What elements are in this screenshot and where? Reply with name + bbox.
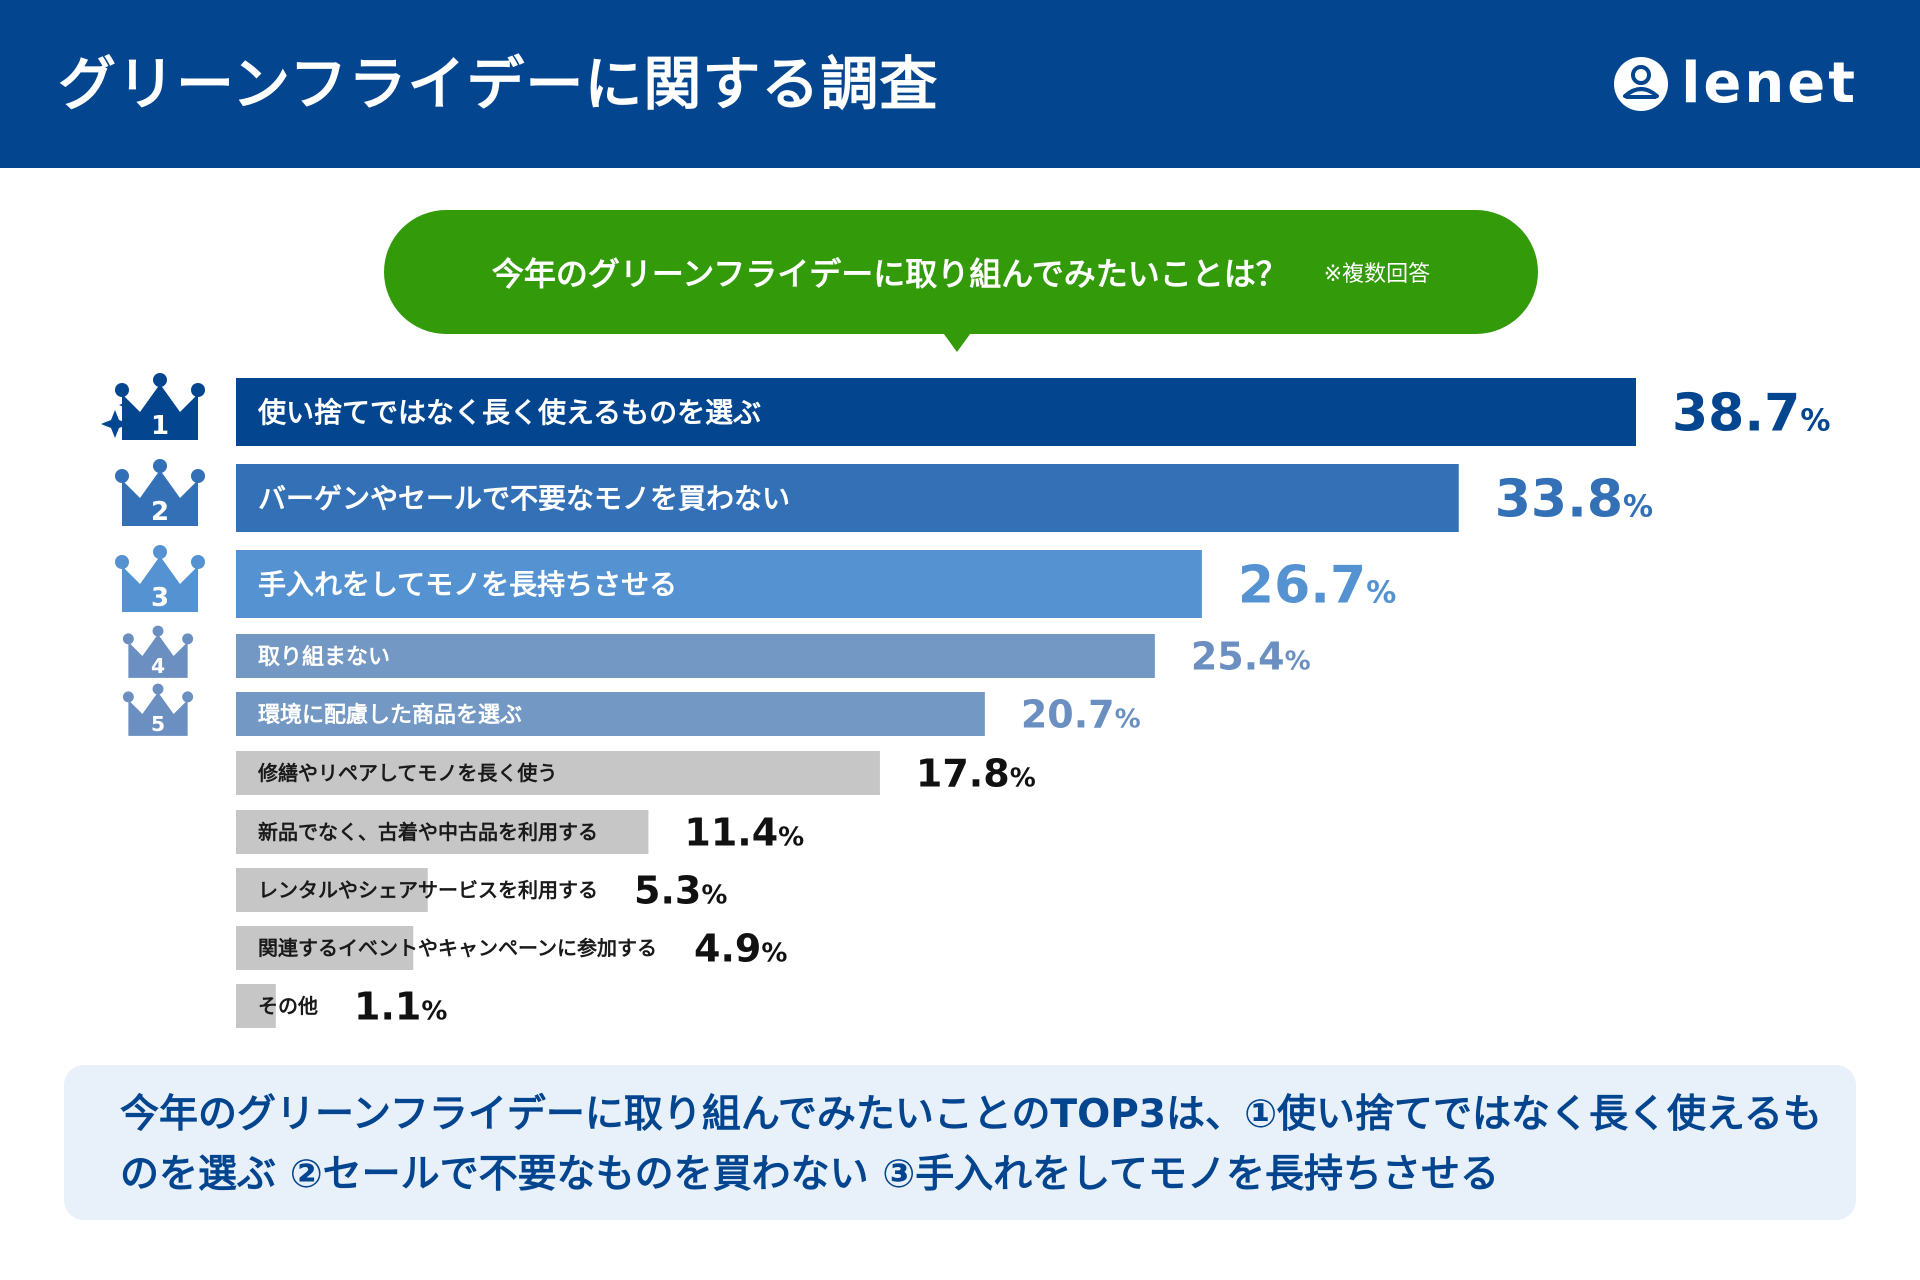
bar [236,634,1155,678]
crown-jewel [115,469,129,483]
bar [236,692,985,736]
crown-jewel [115,555,129,569]
bar-label: 使い捨てではなく長く使えるものを選ぶ [257,396,761,429]
rank-number: 3 [151,583,169,613]
bar [236,868,428,912]
crown-icon [128,634,188,678]
crown-jewel [122,633,134,645]
sparkle-icon [101,410,129,438]
crown-jewel [115,383,129,397]
data-label: 33.8% [1495,470,1653,530]
logo-wordmark: lenet [1681,51,1858,116]
data-label: 38.7% [1672,384,1830,444]
bar-label: バーゲンやセールで不要なモノを買わない [258,482,790,515]
crown-jewel [152,625,164,637]
crown-jewel [191,555,205,569]
rank-number: 5 [151,712,165,736]
summary-box: 今年のグリーンフライデーに取り組んでみたいことのTOP3は、①使い捨てではなく長… [64,1065,1856,1220]
question-bubble: 今年のグリーンフライデーに取り組んでみたいことは？ ※複数回答 [384,210,1538,334]
crown-jewel [153,459,167,473]
rank-number: 4 [151,654,165,678]
crown-jewel [182,691,194,703]
crown-jewel [153,545,167,559]
crown-icon [128,692,188,736]
bar [236,550,1202,618]
data-label: 1.1% [354,985,447,1029]
bar [236,751,880,795]
bar-label: 修繕やリペアしてモノを長く使う [257,761,557,785]
data-label: 5.3% [634,869,727,913]
crown-icon [122,384,198,440]
bar [236,984,276,1028]
crown-icon [122,556,198,612]
bar [236,378,1636,446]
data-label: 11.4% [684,811,804,855]
summary-text: 今年のグリーンフライデーに取り組んでみたいことのTOP3は、①使い捨てではなく長… [120,1092,1822,1197]
sparkle-icon [119,398,133,412]
bar-label: 取り組まない [258,644,390,670]
bar-label: その他 [258,994,318,1018]
crown-jewel [122,691,134,703]
bar-label: 新品でなく、古着や中古品を利用する [258,820,598,844]
crown-icon [122,470,198,526]
data-label: 4.9% [694,927,787,971]
bar-label: レンタルやシェアサービスを利用する [258,878,598,902]
bar-label: 手入れをしてモノを長持ちさせる [258,568,677,601]
bar [236,464,1459,532]
bar-label: 環境に配慮した商品を選ぶ [258,702,522,728]
data-label: 25.4% [1191,635,1311,679]
crown-jewel [182,633,194,645]
rank-number: 2 [151,497,169,527]
bubble-tail [941,330,973,352]
bar-label: 関連するイベントやキャンペーンに参加する [258,936,657,960]
crown-jewel [153,373,167,387]
data-label: 20.7% [1021,693,1141,737]
question-text: 今年のグリーンフライデーに取り組んでみたいことは？ [491,255,1288,293]
page-title: グリーンフライデーに関する調査 [58,50,939,118]
crown-jewel [191,383,205,397]
lenet-logo-icon [1614,57,1669,111]
crown-jewel [191,469,205,483]
bar [236,810,649,854]
bar [236,926,414,970]
data-label: 17.8% [916,752,1036,796]
data-label: 26.7% [1238,556,1396,616]
crown-jewel [152,683,164,695]
brand-logo: lenet [1613,54,1858,114]
rank-number: 1 [151,411,169,441]
header-bar: グリーンフライデーに関する調査 lenet [0,0,1920,168]
question-note: ※複数回答 [1323,262,1431,287]
